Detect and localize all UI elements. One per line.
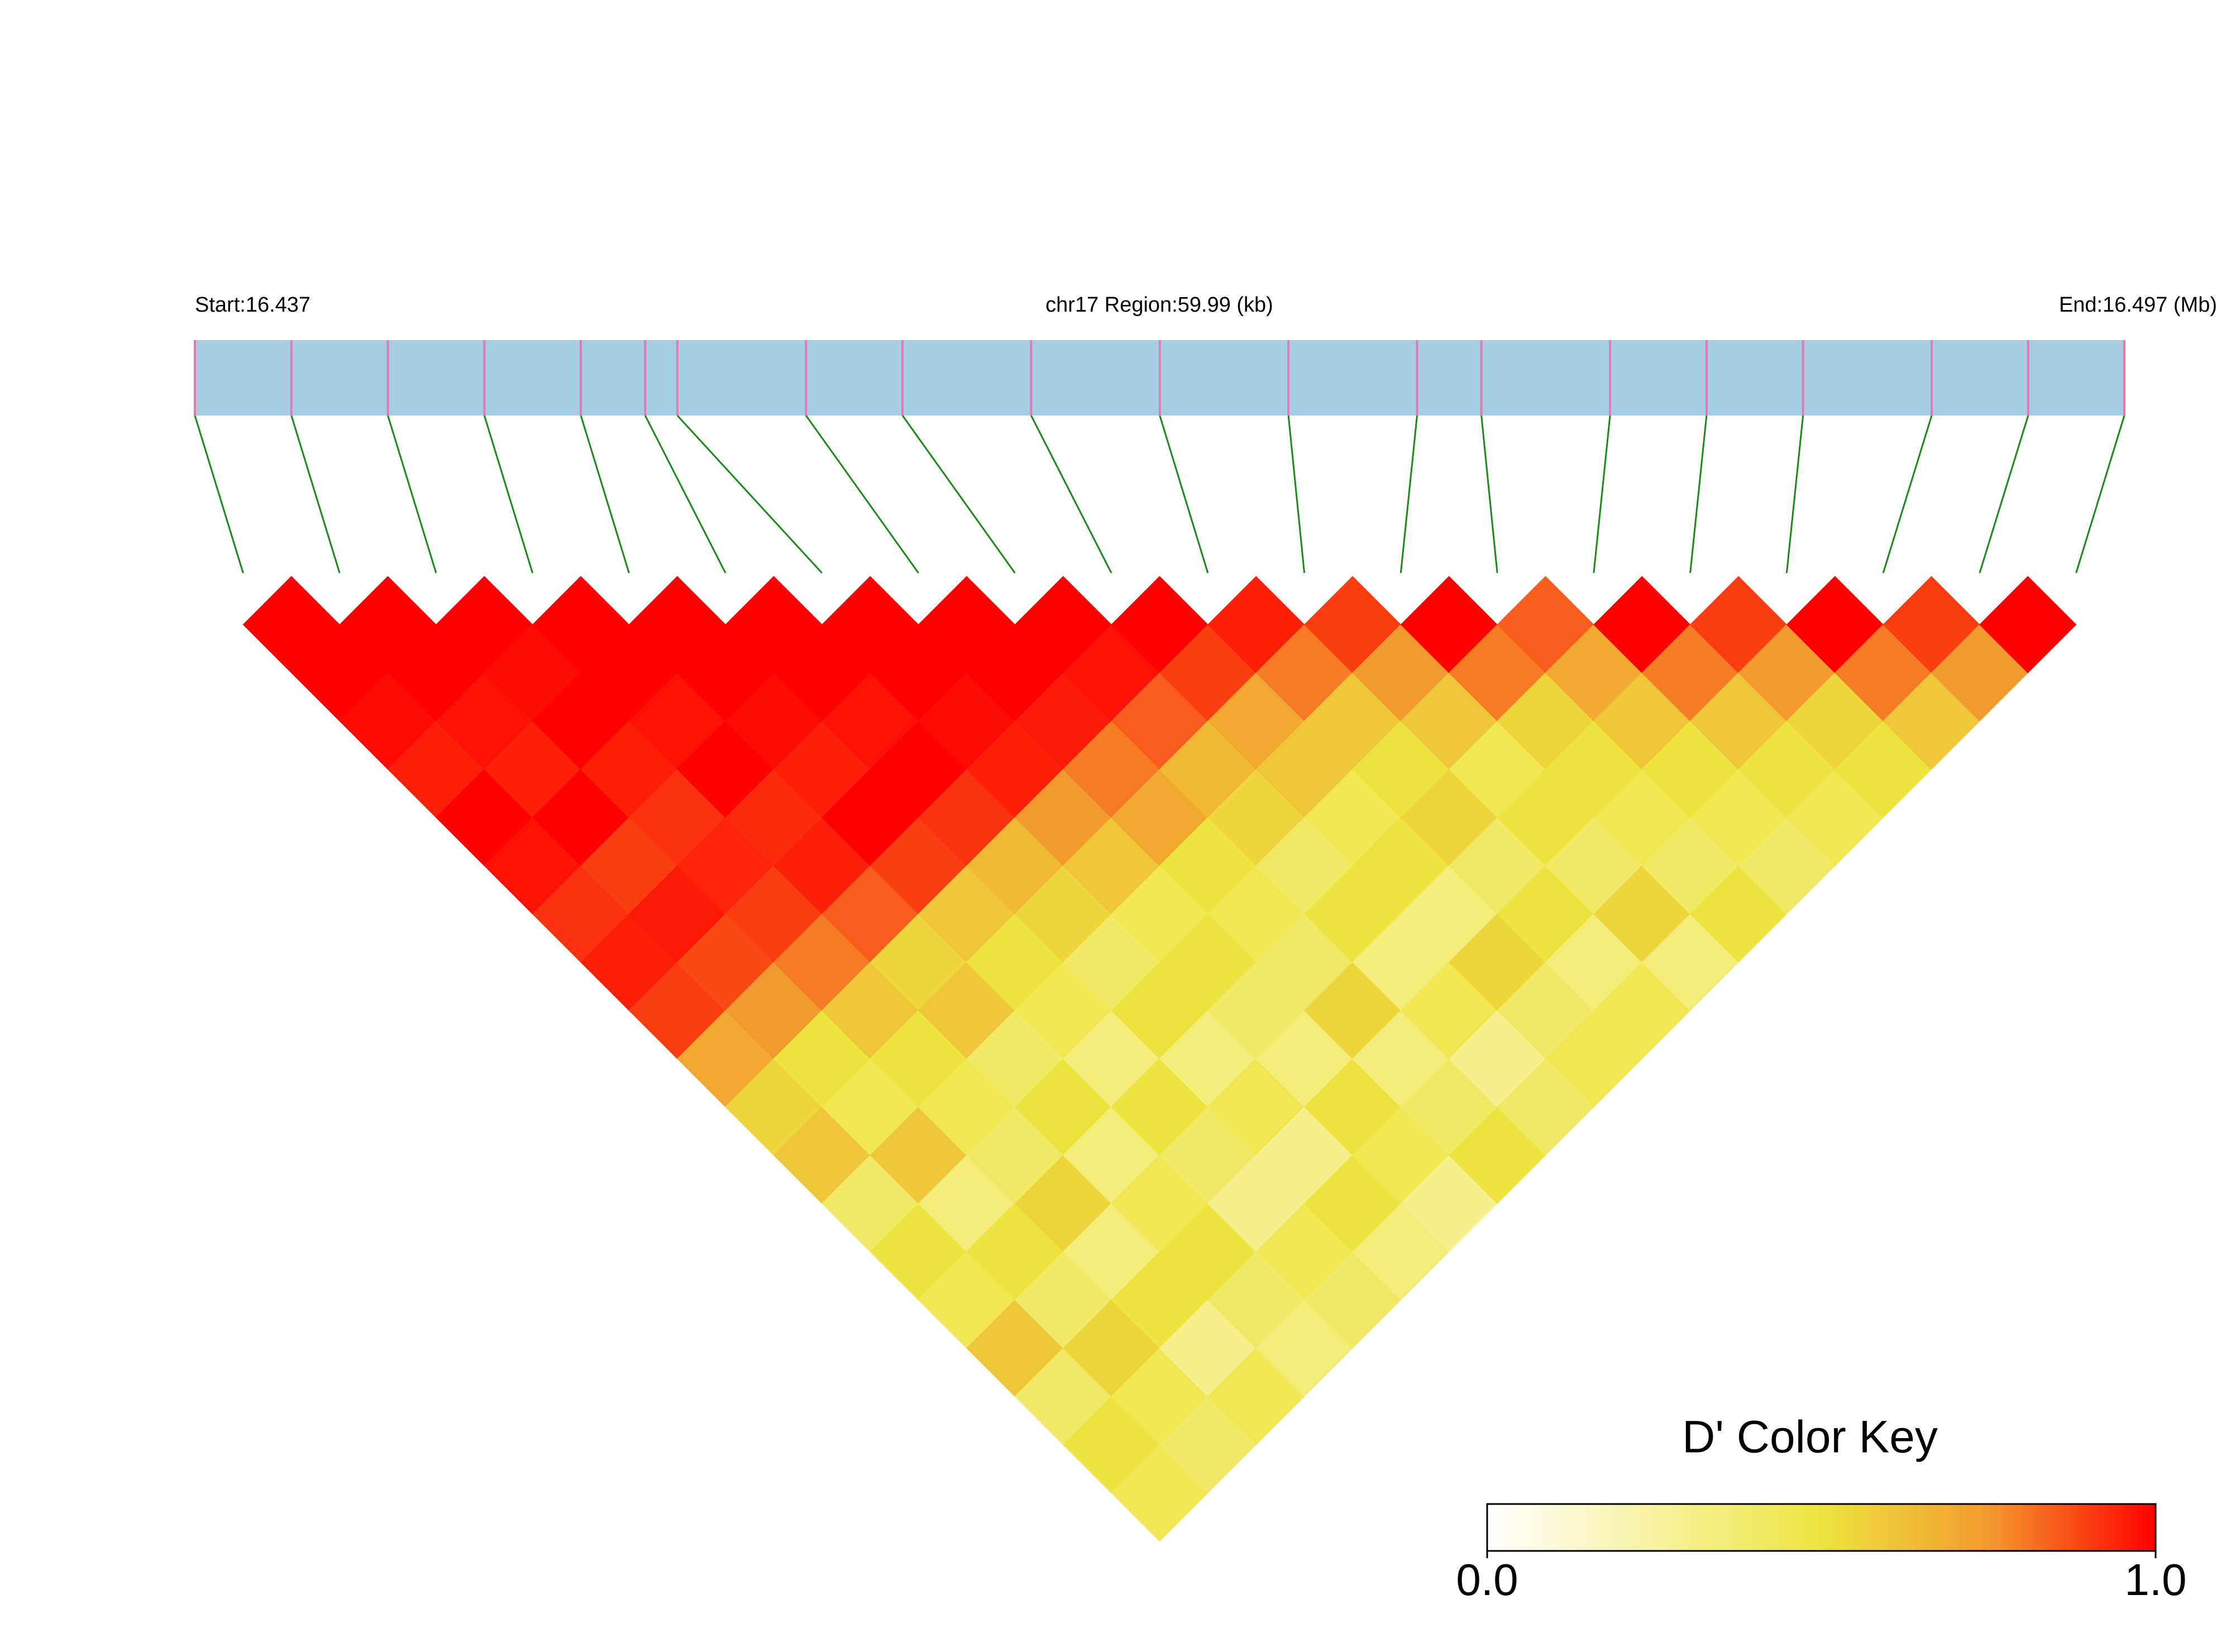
snp-connector — [194, 415, 244, 574]
end-label: End:16.497 (Mb) — [2059, 293, 2217, 317]
snp-connector — [1159, 415, 1209, 574]
snp-connector — [676, 414, 823, 574]
snp-connector — [1979, 415, 2029, 574]
snp-connector — [387, 415, 437, 574]
start-label: Start:16.437 — [195, 293, 310, 317]
snp-connector — [1593, 415, 1611, 574]
snp-connector — [290, 415, 341, 574]
snp-connector — [1785, 415, 1804, 574]
key-tick-label: 1.0 — [2124, 1555, 2186, 1605]
snp-connector — [1287, 415, 1306, 574]
snp-connector — [805, 415, 919, 574]
snp-connector — [644, 415, 727, 574]
key-tick-label: 0.0 — [1456, 1555, 1518, 1605]
snp-connector — [901, 415, 1016, 574]
snp-connector — [1689, 415, 1708, 574]
key-title: D' Color Key — [1682, 1412, 1938, 1463]
ld-cell — [1979, 576, 2077, 674]
color-key — [1486, 1503, 2157, 1552]
snp-connector — [580, 415, 630, 574]
snp-connector — [1480, 415, 1498, 574]
snp-connector — [1030, 415, 1112, 574]
snp-connector — [483, 415, 534, 574]
snp-connector — [1399, 415, 1418, 574]
snp-connector — [2075, 415, 2125, 574]
snp-connector — [1882, 415, 1933, 574]
region-label: chr17 Region:59.99 (kb) — [1045, 293, 1273, 317]
